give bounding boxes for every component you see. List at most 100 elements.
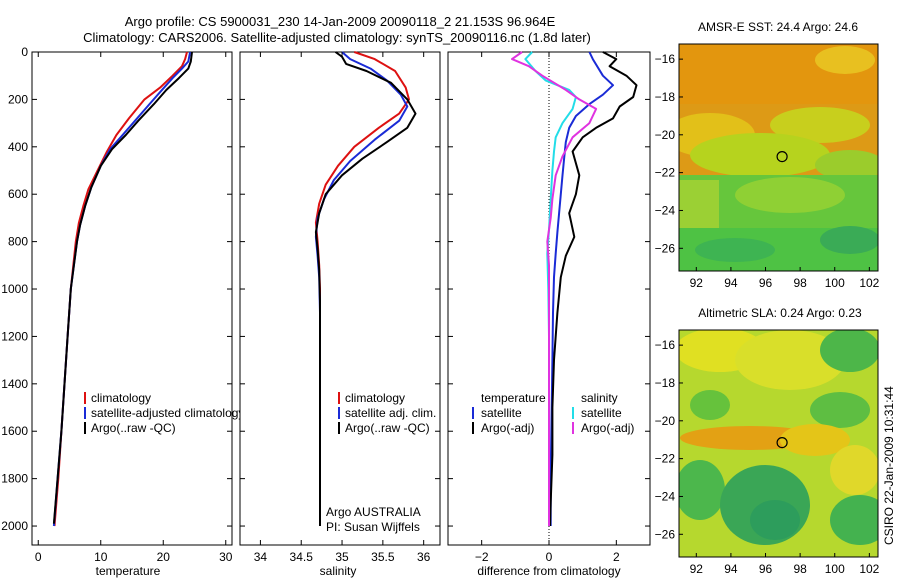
x-tick-label: 98 — [793, 562, 807, 576]
difference-legend-temperature: temperature satellite Argo(-adj) — [472, 391, 546, 435]
legend-label: satellite adj. clim. — [345, 406, 436, 420]
y-tick-label: 0 — [21, 45, 28, 59]
series-line-black — [549, 51, 638, 527]
sst-patch — [815, 46, 875, 74]
x-tick-label: 35.5 — [371, 550, 395, 564]
y-tick-label: 1800 — [1, 472, 28, 486]
y-tick-label: −18 — [655, 376, 676, 390]
x-tick-label: 0 — [546, 550, 553, 564]
sst-patch — [735, 177, 845, 213]
y-tick-label: −22 — [655, 166, 676, 180]
timestamp-label: CSIRO 22-Jan-2009 10:31:44 — [882, 386, 896, 545]
sst-patch — [695, 238, 775, 262]
y-tick-label: −16 — [655, 52, 676, 66]
temperature-panel: 0 10 20 30 0 200 400 600 800 1000 1200 1400 1600 1800… — [1, 45, 244, 578]
sla-patch — [780, 424, 850, 456]
legend-label: Argo(-adj) — [581, 421, 634, 435]
sst-patch — [690, 133, 830, 177]
sst-patch — [815, 150, 878, 180]
temperature-ticks: 0 10 20 30 0 200 400 600 800 1000 1200 1400 1600 1800… — [1, 45, 232, 564]
y-tick-label: −18 — [655, 90, 676, 104]
salinity-series — [314, 51, 417, 526]
y-tick-label: 1000 — [1, 282, 28, 296]
x-tick-label: 96 — [759, 276, 773, 290]
legend-title: salinity — [581, 391, 618, 405]
float-annotation-line1: Argo AUSTRALIA — [326, 505, 421, 519]
sla-patch — [830, 445, 878, 495]
x-tick-label: 2 — [613, 550, 620, 564]
sst-map-title: AMSR-E SST: 24.4 Argo: 24.6 — [698, 20, 858, 34]
salinity-legend: climatology satellite adj. clim. Argo(..… — [338, 391, 436, 435]
series-line-magenta — [511, 51, 598, 526]
difference-ticks: −2 0 2 — [448, 51, 650, 564]
sst-heatmap — [679, 44, 878, 271]
x-tick-label: 34.5 — [290, 550, 314, 564]
y-tick-label: 800 — [8, 235, 28, 249]
temperature-xlabel: temperature — [96, 564, 161, 578]
series-line-black — [52, 51, 193, 524]
y-tick-label: −16 — [655, 338, 676, 352]
y-tick-label: 1400 — [1, 377, 28, 391]
x-tick-label: 94 — [724, 562, 738, 576]
figure-title-line2: Climatology: CARS2006. Satellite-adjuste… — [83, 30, 591, 45]
x-tick-label: 92 — [690, 562, 704, 576]
legend-label: satellite — [481, 406, 522, 420]
legend-label: climatology — [345, 391, 405, 405]
legend-label: Argo(-adj) — [481, 421, 534, 435]
sla-map-ticks: 92 94 96 98 100 102 −16 −18 −20 −22 −24 −26 — [655, 338, 880, 576]
x-tick-label: 96 — [759, 562, 773, 576]
legend-label: Argo(..raw -QC) — [91, 421, 176, 435]
sla-patch — [735, 330, 845, 390]
sla-map-frame — [678, 329, 879, 558]
difference-panel: −2 0 2 difference from climatology tempera… — [447, 51, 651, 578]
temperature-legend: climatology satellite-adjusted climatolo… — [84, 391, 244, 435]
y-tick-label: −20 — [655, 128, 676, 142]
salinity-ticks: 34 34.5 35 35.5 36 — [240, 51, 440, 564]
y-tick-label: 1600 — [1, 424, 28, 438]
x-tick-label: 92 — [690, 276, 704, 290]
y-tick-label: −24 — [655, 489, 676, 503]
x-tick-label: 100 — [825, 562, 845, 576]
sla-patch — [750, 500, 800, 540]
temperature-axes-box — [31, 51, 233, 546]
sla-patch — [830, 495, 878, 545]
y-tick-label: −26 — [655, 527, 676, 541]
y-tick-label: −22 — [655, 452, 676, 466]
difference-series — [511, 51, 638, 545]
x-tick-label: 100 — [825, 276, 845, 290]
x-tick-label: 94 — [724, 276, 738, 290]
y-tick-label: −24 — [655, 203, 676, 217]
y-tick-label: −26 — [655, 241, 676, 255]
sst-patch — [770, 107, 870, 143]
legend-label: satellite-adjusted climatology — [91, 406, 244, 420]
difference-xlabel: difference from climatology — [477, 564, 620, 578]
legend-label: satellite — [581, 406, 622, 420]
salinity-xlabel: salinity — [320, 564, 357, 578]
sst-patch — [820, 226, 878, 254]
sst-map-panel: AMSR-E SST: 24.4 Argo: 24.6 92 94 96 98 100 1… — [655, 20, 880, 290]
x-tick-label: 98 — [793, 276, 807, 290]
sla-patch — [690, 390, 730, 420]
sla-heatmap — [679, 330, 878, 557]
y-tick-label: −20 — [655, 414, 676, 428]
temperature-series — [52, 51, 193, 527]
sst-map-frame — [678, 43, 879, 272]
difference-legend-salinity: salinity satellite Argo(-adj) — [572, 391, 634, 435]
sst-patch — [679, 180, 719, 230]
salinity-axes-box — [239, 51, 441, 546]
x-tick-label: 30 — [219, 550, 233, 564]
sla-patch — [820, 330, 878, 372]
series-line-black — [314, 51, 417, 526]
x-tick-label: 34 — [254, 550, 268, 564]
y-tick-label: 600 — [8, 187, 28, 201]
x-tick-label: 10 — [94, 550, 108, 564]
sla-patch — [810, 392, 870, 428]
salinity-panel: 34 34.5 35 35.5 36 salinity climatology sate… — [239, 51, 441, 578]
figure-title-line1: Argo profile: CS 5900031_230 14-Jan-2009… — [125, 14, 556, 29]
x-tick-label: −2 — [475, 550, 489, 564]
sla-map-title: Altimetric SLA: 0.24 Argo: 0.23 — [698, 306, 862, 320]
y-tick-label: 400 — [8, 140, 28, 154]
x-tick-label: 0 — [35, 550, 42, 564]
y-tick-label: 1200 — [1, 329, 28, 343]
